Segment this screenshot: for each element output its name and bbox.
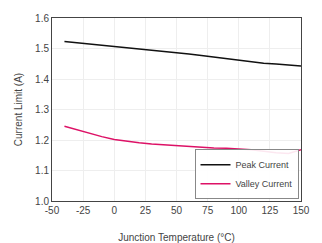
svg-text:100: 100 — [230, 205, 247, 216]
svg-text:75: 75 — [202, 205, 214, 216]
svg-text:1.4: 1.4 — [35, 74, 49, 85]
svg-text:Current Limit (A): Current Limit (A) — [13, 73, 24, 146]
svg-text:1.0: 1.0 — [35, 196, 49, 207]
svg-text:Peak Current: Peak Current — [236, 160, 290, 170]
svg-text:Valley Current: Valley Current — [236, 179, 293, 189]
svg-text:1.5: 1.5 — [35, 43, 49, 54]
svg-text:Junction Temperature (°C): Junction Temperature (°C) — [118, 232, 235, 243]
svg-text:150: 150 — [293, 205, 310, 216]
svg-text:0: 0 — [111, 205, 117, 216]
svg-text:25: 25 — [140, 205, 152, 216]
svg-text:-50: -50 — [45, 205, 60, 216]
svg-text:125: 125 — [262, 205, 279, 216]
svg-text:50: 50 — [171, 205, 183, 216]
svg-text:-25: -25 — [76, 205, 91, 216]
svg-text:1.2: 1.2 — [35, 135, 49, 146]
svg-text:1.3: 1.3 — [35, 104, 49, 115]
svg-text:1.1: 1.1 — [35, 165, 49, 176]
svg-text:1.6: 1.6 — [35, 13, 49, 24]
